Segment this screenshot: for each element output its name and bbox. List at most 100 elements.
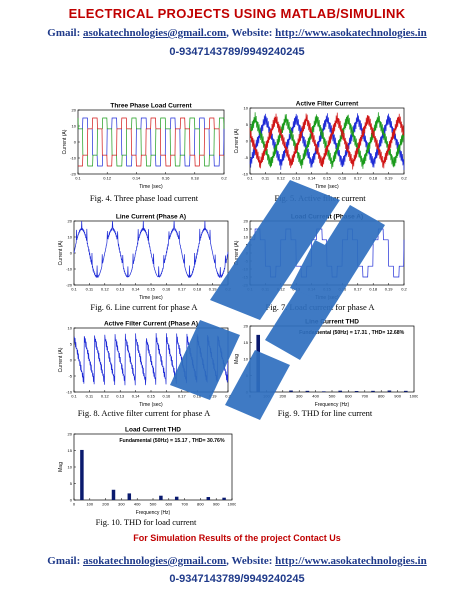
bar-350hz — [127, 493, 132, 500]
bar-450hz — [321, 391, 326, 392]
bar-850hz — [387, 390, 392, 392]
y-tick-label: 5 — [70, 342, 73, 347]
footer-website-label: , Website: — [226, 555, 276, 567]
y-tick-label: 0 — [74, 140, 77, 145]
x-tick-label: 0.14 — [133, 176, 142, 181]
header-gmail-label: Gmail: — [47, 27, 84, 39]
x-tick-label: 300 — [118, 502, 125, 507]
x-axis-label: Frequency (Hz) — [136, 510, 171, 516]
fig4-caption: Fig. 4. Three phase load current — [89, 193, 199, 203]
x-tick-label: 0.15 — [147, 287, 156, 292]
x-tick-label: 600 — [345, 394, 352, 399]
y-axis-label: Current (A) — [234, 240, 240, 265]
x-tick-label: 0.15 — [323, 176, 332, 181]
series-1-line — [73, 220, 229, 278]
header-email-link[interactable]: asokatechnologies@gmail.com — [83, 27, 227, 39]
y-axis-label: Mag — [58, 462, 64, 472]
y-tick-label: 0 — [70, 498, 73, 503]
series-3-line — [78, 117, 224, 167]
header-phone: 0-9347143789/9949240245 — [169, 46, 305, 58]
x-tick-label: 0.15 — [147, 394, 156, 399]
x-tick-label: 0.16 — [162, 176, 171, 181]
series-3-line — [249, 112, 405, 170]
footer-gmail-label: Gmail: — [47, 555, 84, 567]
fig10-caption: Fig. 10. THD for load current — [95, 517, 197, 527]
watermark-stroke-1 — [210, 180, 340, 320]
y-tick-label: 5 — [246, 122, 249, 127]
y-axis-label: Current (A) — [234, 128, 240, 153]
fig6-caption: Fig. 6. Line current for phase A — [90, 302, 198, 312]
bar-50hz — [80, 449, 84, 500]
x-tick-label: 0.1 — [71, 287, 77, 292]
y-tick-label: -10 — [242, 172, 249, 177]
bar-550hz — [159, 495, 163, 500]
x-tick-label: 0.12 — [277, 176, 286, 181]
y-tick-label: -20 — [66, 283, 73, 288]
fig9-caption: Fig. 9. THD for line current — [277, 408, 373, 418]
x-tick-label: 0.17 — [354, 287, 363, 292]
x-tick-label: 800 — [378, 394, 385, 399]
x-tick-label: 0.18 — [369, 287, 378, 292]
document-title: ELECTRICAL PROJECTS USING MATLAB/SIMULIN… — [68, 6, 406, 21]
y-tick-label: 20 — [244, 324, 249, 329]
thd-annotation: Fundamental (50Hz) = 17.31 , THD= 12.68% — [299, 330, 405, 336]
y-tick-label: -10 — [66, 390, 73, 395]
x-tick-label: 0.2 — [401, 287, 407, 292]
y-tick-label: 10 — [68, 465, 73, 470]
y-tick-label: -10 — [70, 156, 77, 161]
x-tick-label: 0.16 — [163, 394, 172, 399]
x-tick-label: 0.14 — [132, 287, 141, 292]
x-tick-label: 0.18 — [369, 176, 378, 181]
x-axis-label: Time (sec) — [139, 402, 163, 408]
y-tick-label: 10 — [244, 106, 249, 111]
x-tick-label: 0.1 — [71, 394, 77, 399]
bar-950hz — [222, 497, 226, 500]
x-tick-label: 0.2 — [221, 176, 227, 181]
x-tick-label: 900 — [213, 502, 220, 507]
x-tick-label: 900 — [394, 394, 401, 399]
y-tick-label: -10 — [66, 267, 73, 272]
x-tick-label: 0.17 — [178, 394, 187, 399]
x-axis-label: Time (sec) — [139, 184, 163, 190]
y-tick-label: 10 — [244, 357, 249, 362]
header-website-link[interactable]: http://www.asokatechnologies.in — [275, 27, 427, 39]
chart-title: Line Current THD — [305, 319, 359, 326]
x-tick-label: 0.19 — [385, 176, 394, 181]
x-tick-label: 400 — [312, 394, 319, 399]
x-tick-label: 700 — [181, 502, 188, 507]
y-tick-label: 20 — [68, 432, 73, 437]
x-tick-label: 0.14 — [308, 176, 317, 181]
y-tick-label: 20 — [72, 108, 77, 113]
x-tick-label: 0.13 — [116, 394, 125, 399]
x-tick-label: 500 — [329, 394, 336, 399]
bar-650hz — [174, 496, 179, 500]
x-tick-label: 200 — [279, 394, 286, 399]
y-tick-label: 10 — [68, 235, 73, 240]
x-tick-label: 1000 — [410, 394, 418, 399]
x-tick-label: 600 — [165, 502, 172, 507]
x-tick-label: 400 — [134, 502, 141, 507]
x-tick-label: 0.16 — [163, 287, 172, 292]
chart-title: Line Current (Phase A) — [116, 214, 186, 221]
fig8-caption: Fig. 8. Active filter current for phase … — [77, 408, 211, 418]
footer-email-link[interactable]: asokatechnologies@gmail.com — [83, 555, 227, 567]
chart-title: Load Current THD — [125, 427, 181, 434]
footer-website-link[interactable]: http://www.asokatechnologies.in — [275, 555, 427, 567]
y-tick-label: 10 — [72, 124, 77, 129]
y-axis-label: Current (A) — [58, 240, 64, 265]
x-tick-label: 0.19 — [209, 394, 218, 399]
x-tick-label: 0.13 — [116, 287, 125, 292]
chart-line-current-phase-a: Line Current (Phase A) Time (sec) Current … — [58, 214, 232, 302]
x-tick-label: 0.2 — [225, 394, 231, 399]
x-tick-label: 0.14 — [132, 394, 141, 399]
x-tick-label: 700 — [361, 394, 368, 399]
x-tick-label: 0.18 — [191, 176, 200, 181]
x-tick-label: 0.19 — [385, 287, 394, 292]
x-tick-label: 0.11 — [86, 394, 94, 399]
chart-active-filter-current: Active Filter Current Time (sec) Current (… — [234, 101, 408, 191]
y-tick-label: 10 — [244, 235, 249, 240]
x-axis-label: Frequency (Hz) — [315, 402, 350, 408]
watermark-stroke-3 — [170, 320, 240, 400]
y-tick-label: 0 — [246, 139, 249, 144]
